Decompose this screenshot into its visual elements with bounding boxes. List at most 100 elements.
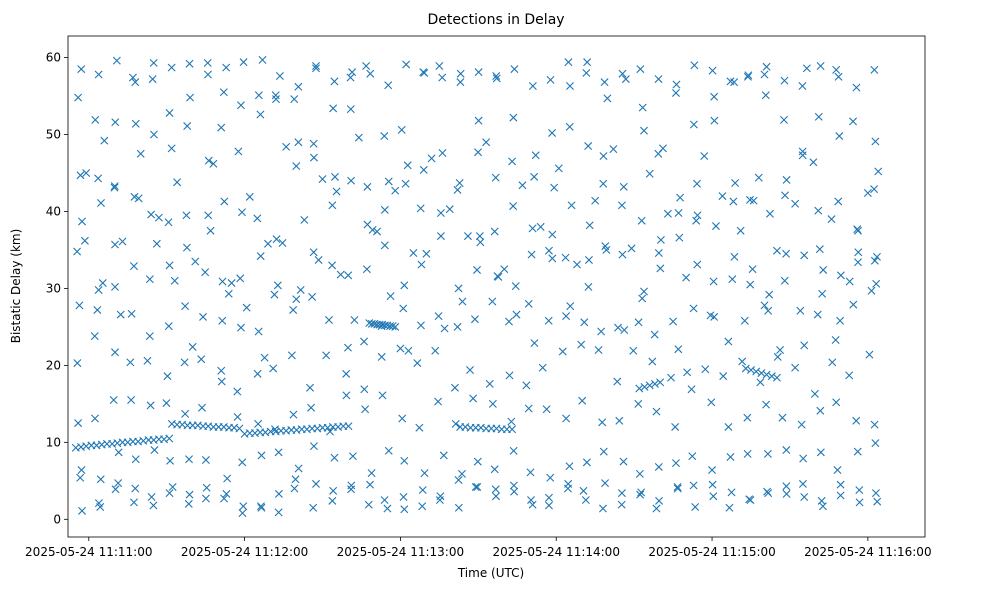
detection-marker	[746, 496, 755, 505]
detection-marker	[488, 399, 497, 408]
y-axis-ticks: 0 10 20 30 40 50 60	[46, 51, 68, 526]
detection-marker	[344, 422, 353, 431]
detection-marker	[584, 142, 593, 151]
detection-marker	[645, 169, 654, 178]
detection-marker	[538, 363, 547, 372]
detection-marker	[756, 378, 765, 387]
detection-marker	[580, 318, 589, 327]
y-tick-label: 20	[46, 358, 61, 372]
detection-marker	[544, 316, 553, 325]
detection-marker	[832, 65, 841, 74]
detection-marker	[731, 179, 740, 187]
detection-marker	[274, 489, 283, 498]
detection-marker	[853, 447, 862, 456]
detection-marker	[445, 205, 454, 214]
detection-marker	[154, 213, 163, 222]
detection-marker	[634, 318, 643, 327]
detection-marker	[546, 75, 555, 84]
detection-marker	[127, 396, 136, 405]
detection-marker	[509, 113, 518, 122]
y-tick-label: 30	[46, 281, 61, 295]
detection-marker	[566, 302, 575, 311]
detection-marker	[165, 261, 174, 270]
detection-marker	[567, 201, 576, 210]
detection-marker	[579, 486, 588, 495]
detection-marker	[709, 492, 718, 501]
detection-marker	[527, 496, 536, 505]
detection-marker	[188, 342, 197, 351]
detection-marker	[149, 501, 158, 510]
detection-marker	[673, 484, 682, 493]
detection-marker	[436, 209, 445, 217]
detection-marker	[640, 287, 648, 296]
detection-marker	[814, 112, 823, 121]
detection-marker	[599, 179, 608, 188]
detection-marker	[689, 304, 698, 313]
detection-marker	[275, 72, 284, 81]
detection-marker	[292, 295, 301, 304]
detection-marker	[796, 306, 805, 315]
detection-marker	[687, 385, 696, 394]
detection-marker	[270, 425, 279, 434]
detection-marker	[91, 115, 100, 124]
detection-marker	[654, 462, 663, 471]
detection-marker	[491, 492, 500, 501]
detection-marker	[272, 235, 281, 244]
detection-marker	[650, 379, 659, 388]
detection-marker	[635, 469, 644, 478]
detection-marker	[439, 451, 448, 460]
detection-marker	[203, 70, 212, 79]
detection-marker	[118, 237, 127, 246]
detection-marker	[640, 382, 649, 391]
detection-marker	[78, 506, 87, 515]
detection-marker	[440, 324, 449, 333]
detection-marker	[618, 250, 627, 259]
detection-marker	[619, 457, 628, 466]
detection-marker	[364, 500, 373, 509]
detection-marker	[239, 58, 248, 67]
detection-marker	[863, 189, 872, 197]
detection-marker	[150, 446, 159, 455]
detection-marker	[454, 284, 463, 293]
detection-marker	[274, 508, 283, 517]
detection-marker	[548, 254, 557, 263]
detection-marker	[554, 164, 563, 173]
detection-marker	[258, 55, 267, 64]
detection-marker	[512, 310, 521, 319]
detection-marker	[772, 246, 781, 255]
detection-marker	[254, 327, 263, 336]
detection-marker	[380, 496, 389, 505]
detection-marker	[655, 496, 664, 505]
detection-marker	[111, 282, 119, 291]
detection-marker	[782, 175, 791, 184]
detection-marker	[245, 192, 254, 201]
detection-marker	[367, 469, 376, 478]
detection-marker	[828, 358, 837, 367]
detection-marker	[201, 456, 210, 465]
detection-marker	[269, 364, 278, 373]
detection-marker	[290, 484, 299, 493]
detection-marker	[91, 414, 99, 423]
detection-marker	[621, 75, 630, 84]
detection-marker	[528, 500, 537, 509]
detection-marker	[601, 479, 610, 488]
detection-marker	[475, 232, 484, 241]
detection-marker	[674, 209, 683, 217]
detection-marker	[404, 346, 413, 355]
detection-marker	[832, 398, 841, 407]
detection-marker	[438, 73, 447, 82]
y-tick-label: 10	[46, 435, 61, 449]
detection-marker	[798, 151, 807, 160]
detection-marker	[656, 264, 665, 273]
x-tick-label: 2025-05-24 11:16:00	[804, 545, 931, 559]
detection-marker	[260, 353, 269, 362]
detection-marker	[836, 491, 845, 500]
detection-marker	[855, 486, 864, 495]
detection-marker	[476, 238, 485, 247]
detection-marker	[836, 271, 845, 280]
detection-marker	[350, 315, 359, 324]
detection-marker	[849, 117, 858, 126]
detection-marker	[75, 301, 84, 310]
detection-marker	[711, 222, 720, 231]
detection-marker	[800, 251, 809, 260]
